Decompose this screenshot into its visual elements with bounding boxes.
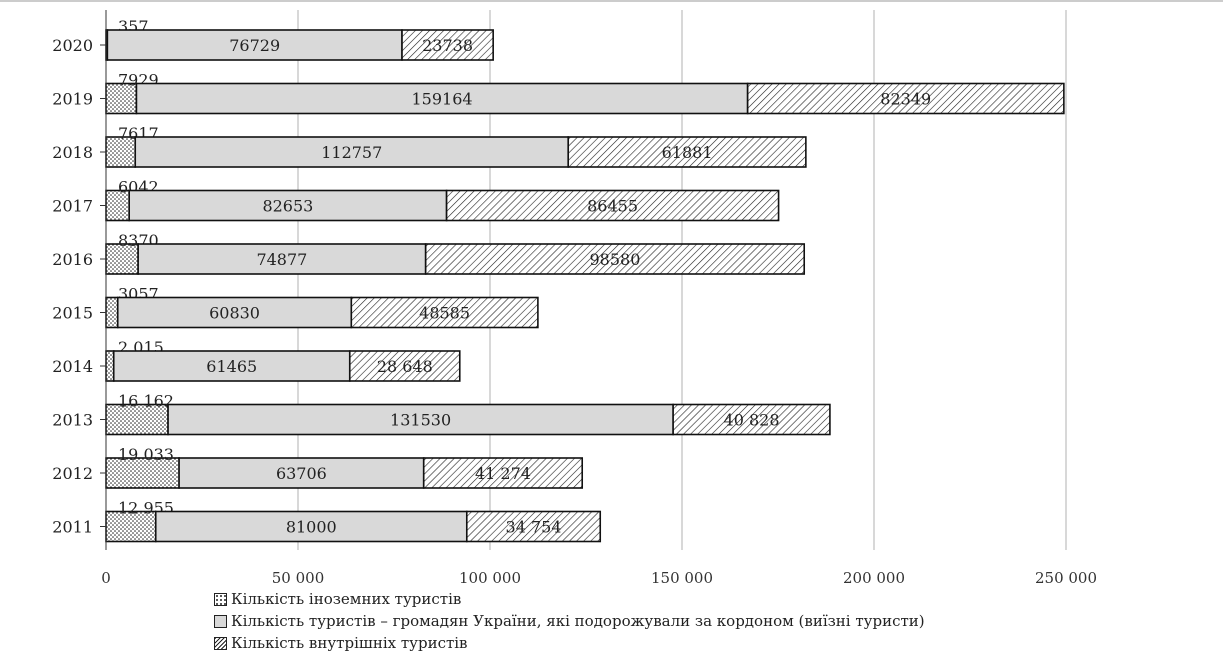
category-label: 2012 [52,464,93,483]
category-label: 2014 [52,357,93,376]
dots-swatch-icon [214,593,227,606]
data-label: 40 828 [724,411,780,430]
legend-label-domestic: Кількість внутрішніх туристів [231,632,468,654]
data-label: 23738 [422,36,473,55]
data-label: 34 754 [506,518,562,537]
data-label: 131530 [390,411,451,430]
data-label: 82653 [262,197,313,216]
data-label: 82349 [880,90,931,109]
bar-segment [106,351,114,381]
data-label: 74877 [256,250,307,269]
legend: Кількість іноземних туристів Кількість т… [214,588,925,654]
data-label: 86455 [587,197,638,216]
data-label: 28 648 [377,357,433,376]
data-label: 48585 [419,304,470,323]
category-label: 2020 [52,36,93,55]
x-tick-label: 150 000 [651,569,713,587]
legend-label-foreign: Кількість іноземних туристів [231,588,461,610]
x-tick-label: 0 [101,569,111,587]
data-label: 112757 [321,143,382,162]
category-label: 2011 [52,518,93,537]
x-tick-label: 200 000 [843,569,905,587]
x-tick-label: 100 000 [459,569,521,587]
legend-label-outbound: Кількість туристів – громадян України, я… [231,610,925,632]
data-label: 63706 [276,464,327,483]
data-label: 16 162 [118,392,174,411]
category-label: 2013 [52,411,93,430]
category-label: 2015 [52,304,93,323]
legend-item-foreign: Кількість іноземних туристів [214,588,925,610]
category-label: 2016 [52,250,93,269]
data-label: 76729 [229,36,280,55]
hatch-swatch-icon [214,637,227,650]
data-label: 61881 [662,143,713,162]
bar-segment [106,298,118,328]
data-label: 19 033 [118,445,174,464]
category-label: 2018 [52,143,93,162]
data-label: 81000 [286,518,337,537]
category-label: 2017 [52,197,93,216]
data-label: 98580 [589,250,640,269]
x-tick-label: 50 000 [272,569,325,587]
data-label: 61465 [206,357,257,376]
data-label: 41 274 [475,464,531,483]
legend-item-outbound: Кількість туристів – громадян України, я… [214,610,925,632]
data-label: 60830 [209,304,260,323]
category-label: 2019 [52,90,93,109]
x-tick-label: 250 000 [1035,569,1097,587]
legend-item-domestic: Кількість внутрішніх туристів [214,632,925,654]
gray-swatch-icon [214,615,227,628]
data-label: 159164 [412,90,473,109]
